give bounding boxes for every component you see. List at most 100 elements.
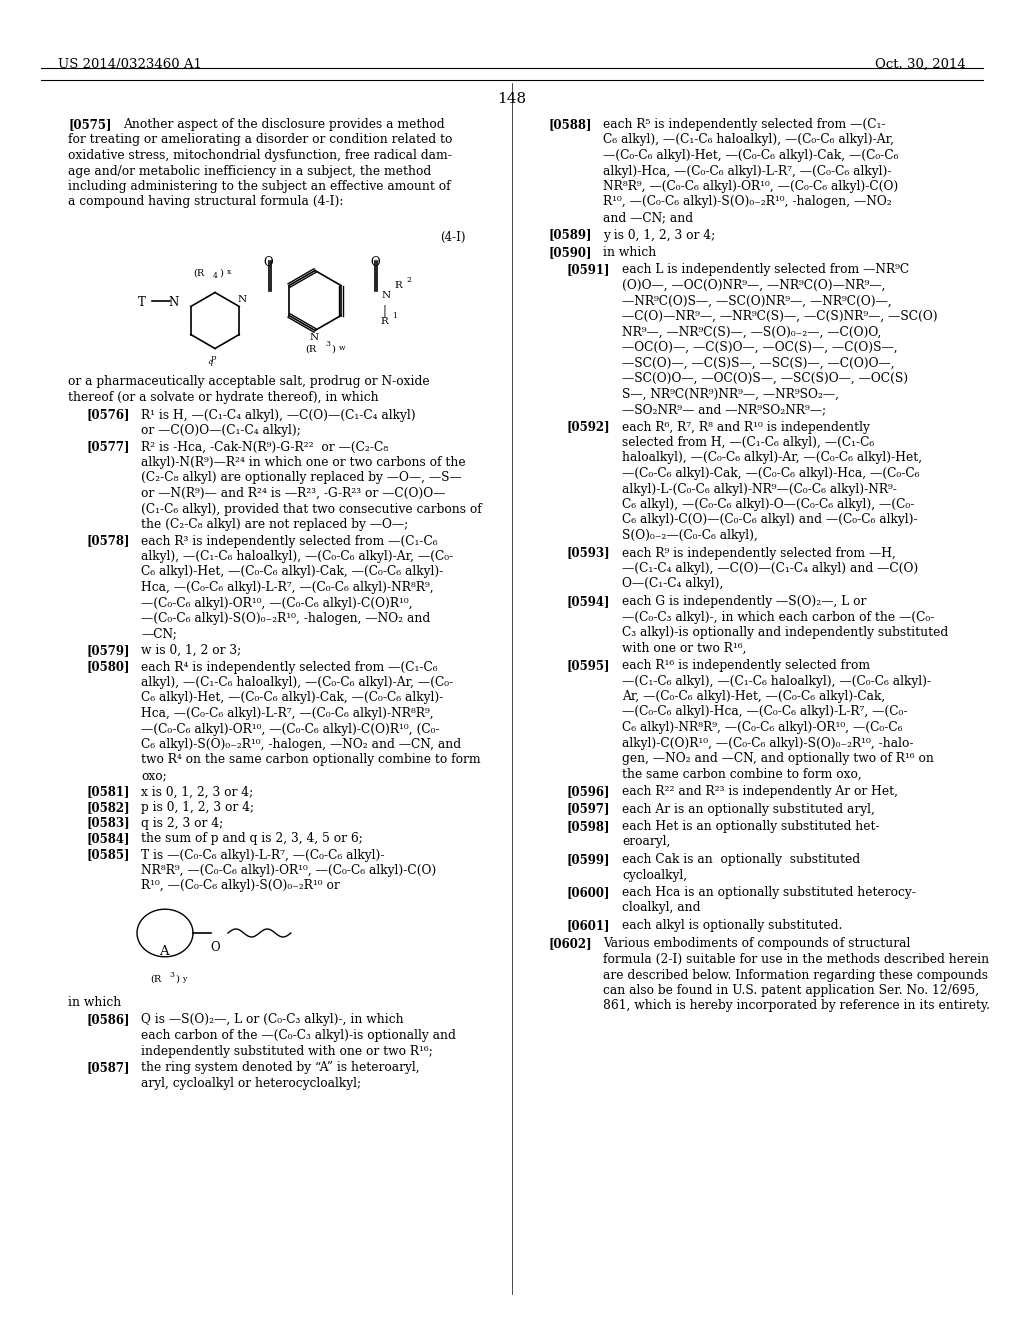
Text: —SC(O)—, —C(S)S—, —SC(S)—, —C(O)O—,: —SC(O)—, —C(S)S—, —SC(S)—, —C(O)O—, <box>622 356 895 370</box>
Text: each R³ is independently selected from —(C₁-C₆: each R³ is independently selected from —… <box>141 535 437 548</box>
Text: [0578]: [0578] <box>86 535 129 548</box>
Text: age and/or metabolic inefficiency in a subject, the method: age and/or metabolic inefficiency in a s… <box>68 165 431 177</box>
Text: R¹⁰, —(C₀-C₆ alkyl)-S(O)₀₋₂R¹⁰, -halogen, —NO₂: R¹⁰, —(C₀-C₆ alkyl)-S(O)₀₋₂R¹⁰, -halogen… <box>603 195 892 209</box>
Text: y is 0, 1, 2, 3 or 4;: y is 0, 1, 2, 3 or 4; <box>603 228 715 242</box>
Text: —(C₀-C₆ alkyl)-Het, —(C₀-C₆ alkyl)-Cak, —(C₀-C₆: —(C₀-C₆ alkyl)-Het, —(C₀-C₆ alkyl)-Cak, … <box>603 149 898 162</box>
Text: in which: in which <box>603 246 656 259</box>
Text: C₃ alkyl)-is optionally and independently substituted: C₃ alkyl)-is optionally and independentl… <box>622 626 948 639</box>
Text: —(C₁-C₆ alkyl), —(C₁-C₆ haloalkyl), —(C₀-C₆ alkyl)-: —(C₁-C₆ alkyl), —(C₁-C₆ haloalkyl), —(C₀… <box>622 675 931 688</box>
Text: the sum of p and q is 2, 3, 4, 5 or 6;: the sum of p and q is 2, 3, 4, 5 or 6; <box>141 832 362 845</box>
Text: gen, —NO₂ and —CN, and optionally two of R¹⁶ on: gen, —NO₂ and —CN, and optionally two of… <box>622 752 934 766</box>
Text: C₆ alkyl)-C(O)—(C₀-C₆ alkyl) and —(C₀-C₆ alkyl)-: C₆ alkyl)-C(O)—(C₀-C₆ alkyl) and —(C₀-C₆… <box>622 513 918 527</box>
Text: [0587]: [0587] <box>86 1061 129 1074</box>
Text: [0584]: [0584] <box>86 832 129 845</box>
Text: —(C₀-C₃ alkyl)-, in which each carbon of the —(C₀-: —(C₀-C₃ alkyl)-, in which each carbon of… <box>622 610 934 623</box>
Text: [0594]: [0594] <box>566 595 609 609</box>
Text: Hca, —(C₀-C₆ alkyl)-L-R⁷, —(C₀-C₆ alkyl)-NR⁸R⁹,: Hca, —(C₀-C₆ alkyl)-L-R⁷, —(C₀-C₆ alkyl)… <box>141 708 433 719</box>
Text: [0583]: [0583] <box>86 817 130 829</box>
Text: [0593]: [0593] <box>566 546 609 560</box>
Text: each R⁴ is independently selected from —(C₁-C₆: each R⁴ is independently selected from —… <box>141 660 437 673</box>
Text: ): ) <box>331 345 335 354</box>
Text: 861, which is hereby incorporated by reference in its entirety.: 861, which is hereby incorporated by ref… <box>603 999 990 1012</box>
Text: —SO₂NR⁹— and —NR⁹SO₂NR⁹—;: —SO₂NR⁹— and —NR⁹SO₂NR⁹—; <box>622 403 826 416</box>
Text: alkyl), —(C₁-C₆ haloalkyl), —(C₀-C₆ alkyl)-Ar, —(C₀-: alkyl), —(C₁-C₆ haloalkyl), —(C₀-C₆ alky… <box>141 550 454 564</box>
Text: S—, NR⁹C(NR⁹)NR⁹—, —NR⁹SO₂—,: S—, NR⁹C(NR⁹)NR⁹—, —NR⁹SO₂—, <box>622 388 839 400</box>
Text: S(O)₀₋₂—(C₀-C₆ alkyl),: S(O)₀₋₂—(C₀-C₆ alkyl), <box>622 529 758 543</box>
Text: x: x <box>227 268 231 276</box>
Text: each L is independently selected from —NR⁹C: each L is independently selected from —N… <box>622 264 909 276</box>
Text: —OC(O)—, —C(S)O—, —OC(S)—, —C(O)S—,: —OC(O)—, —C(S)O—, —OC(S)—, —C(O)S—, <box>622 341 898 354</box>
Text: for treating or ameliorating a disorder or condition related to: for treating or ameliorating a disorder … <box>68 133 453 147</box>
Text: [0602]: [0602] <box>548 937 592 950</box>
Text: or —C(O)O—(C₁-C₄ alkyl);: or —C(O)O—(C₁-C₄ alkyl); <box>141 424 301 437</box>
Text: —(C₀-C₆ alkyl)-OR¹⁰, —(C₀-C₆ alkyl)-C(O)R¹⁰,: —(C₀-C₆ alkyl)-OR¹⁰, —(C₀-C₆ alkyl)-C(O)… <box>141 597 413 610</box>
Text: —(C₁-C₄ alkyl), —C(O)—(C₁-C₄ alkyl) and —C(O): —(C₁-C₄ alkyl), —C(O)—(C₁-C₄ alkyl) and … <box>622 562 919 576</box>
Text: [0586]: [0586] <box>86 1014 129 1027</box>
Text: y: y <box>182 975 186 983</box>
Text: (4-I): (4-I) <box>440 231 466 243</box>
Text: [0599]: [0599] <box>566 853 609 866</box>
Text: (C₁-C₆ alkyl), provided that two consecutive carbons of: (C₁-C₆ alkyl), provided that two consecu… <box>141 503 481 516</box>
Text: [0600]: [0600] <box>566 886 609 899</box>
Text: [0598]: [0598] <box>566 820 609 833</box>
Text: are described below. Information regarding these compounds: are described below. Information regardi… <box>603 969 988 982</box>
Text: haloalkyl), —(C₀-C₆ alkyl)-Ar, —(C₀-C₆ alkyl)-Het,: haloalkyl), —(C₀-C₆ alkyl)-Ar, —(C₀-C₆ a… <box>622 451 923 465</box>
Text: C₆ alkyl), —(C₀-C₆ alkyl)-O—(C₀-C₆ alkyl), —(C₀-: C₆ alkyl), —(C₀-C₆ alkyl)-O—(C₀-C₆ alkyl… <box>622 498 914 511</box>
Text: [0596]: [0596] <box>566 785 609 799</box>
Text: [0595]: [0595] <box>566 659 609 672</box>
Text: N: N <box>238 294 247 304</box>
Text: R² is -Hca, -Cak-N(R⁹)-G-R²²  or —(C₂-C₈: R² is -Hca, -Cak-N(R⁹)-G-R²² or —(C₂-C₈ <box>141 441 388 454</box>
Text: C₆ alkyl)-Het, —(C₀-C₆ alkyl)-Cak, —(C₀-C₆ alkyl)-: C₆ alkyl)-Het, —(C₀-C₆ alkyl)-Cak, —(C₀-… <box>141 565 443 578</box>
Text: the same carbon combine to form oxo,: the same carbon combine to form oxo, <box>622 767 862 780</box>
Text: cycloalkyl,: cycloalkyl, <box>622 869 687 882</box>
Text: —NR⁹C(O)S—, —SC(O)NR⁹—, —NR⁹C(O)—,: —NR⁹C(O)S—, —SC(O)NR⁹—, —NR⁹C(O)—, <box>622 294 892 308</box>
Text: [0577]: [0577] <box>86 441 129 454</box>
Text: each Ar is an optionally substituted aryl,: each Ar is an optionally substituted ary… <box>622 803 874 816</box>
Text: N: N <box>168 296 178 309</box>
Text: C₆ alkyl)-Het, —(C₀-C₆ alkyl)-Cak, —(C₀-C₆ alkyl)-: C₆ alkyl)-Het, —(C₀-C₆ alkyl)-Cak, —(C₀-… <box>141 692 443 705</box>
Text: each R⁶, R⁷, R⁸ and R¹⁰ is independently: each R⁶, R⁷, R⁸ and R¹⁰ is independently <box>622 421 869 433</box>
Text: Hca, —(C₀-C₆ alkyl)-L-R⁷, —(C₀-C₆ alkyl)-NR⁸R⁹,: Hca, —(C₀-C₆ alkyl)-L-R⁷, —(C₀-C₆ alkyl)… <box>141 581 433 594</box>
Text: —C(O)—NR⁹—, —NR⁹C(S)—, —C(S)NR⁹—, —SC(O): —C(O)—NR⁹—, —NR⁹C(S)—, —C(S)NR⁹—, —SC(O) <box>622 310 938 323</box>
Text: a compound having structural formula (4-I):: a compound having structural formula (4-… <box>68 195 343 209</box>
Text: [0581]: [0581] <box>86 785 129 799</box>
Text: US 2014/0323460 A1: US 2014/0323460 A1 <box>58 58 202 71</box>
Text: —(C₀-C₆ alkyl)-Cak, —(C₀-C₆ alkyl)-Hca, —(C₀-C₆: —(C₀-C₆ alkyl)-Cak, —(C₀-C₆ alkyl)-Hca, … <box>622 467 920 480</box>
Text: eroaryl,: eroaryl, <box>622 836 671 849</box>
Text: Various embodiments of compounds of structural: Various embodiments of compounds of stru… <box>603 937 910 950</box>
Text: —(C₀-C₆ alkyl)-OR¹⁰, —(C₀-C₆ alkyl)-C(O)R¹⁰, (C₀-: —(C₀-C₆ alkyl)-OR¹⁰, —(C₀-C₆ alkyl)-C(O)… <box>141 722 439 735</box>
Text: and —CN; and: and —CN; and <box>603 211 693 224</box>
Text: O: O <box>263 256 272 268</box>
Text: each alkyl is optionally substituted.: each alkyl is optionally substituted. <box>622 919 843 932</box>
Text: thereof (or a solvate or hydrate thereof), in which: thereof (or a solvate or hydrate thereof… <box>68 391 379 404</box>
Text: —CN;: —CN; <box>141 627 177 640</box>
Text: each Cak is an  optionally  substituted: each Cak is an optionally substituted <box>622 853 860 866</box>
Text: aryl, cycloalkyl or heterocycloalkyl;: aryl, cycloalkyl or heterocycloalkyl; <box>141 1077 361 1089</box>
Text: O: O <box>210 941 219 954</box>
Text: each R²² and R²³ is independently Ar or Het,: each R²² and R²³ is independently Ar or … <box>622 785 898 799</box>
Text: |: | <box>383 305 387 318</box>
Text: [0585]: [0585] <box>86 849 129 862</box>
Text: with one or two R¹⁶,: with one or two R¹⁶, <box>622 642 746 655</box>
Text: R¹ is H, —(C₁-C₄ alkyl), —C(O)—(C₁-C₄ alkyl): R¹ is H, —(C₁-C₄ alkyl), —C(O)—(C₁-C₄ al… <box>141 408 416 421</box>
Text: 2: 2 <box>406 276 411 285</box>
Text: O—(C₁-C₄ alkyl),: O—(C₁-C₄ alkyl), <box>622 578 723 590</box>
Text: —(C₀-C₆ alkyl)-S(O)₀₋₂R¹⁰, -halogen, —NO₂ and: —(C₀-C₆ alkyl)-S(O)₀₋₂R¹⁰, -halogen, —NO… <box>141 612 430 624</box>
Text: alkyl)-C(O)R¹⁰, —(C₀-C₆ alkyl)-S(O)₀₋₂R¹⁰, -halo-: alkyl)-C(O)R¹⁰, —(C₀-C₆ alkyl)-S(O)₀₋₂R¹… <box>622 737 913 750</box>
Text: N: N <box>382 290 391 300</box>
Text: x is 0, 1, 2, 3 or 4;: x is 0, 1, 2, 3 or 4; <box>141 785 253 799</box>
Text: cloalkyl, and: cloalkyl, and <box>622 902 700 915</box>
Text: independently substituted with one or two R¹⁶;: independently substituted with one or tw… <box>141 1044 433 1057</box>
Text: NR⁸R⁹, —(C₀-C₆ alkyl)-OR¹⁰, —(C₀-C₆ alkyl)-C(O): NR⁸R⁹, —(C₀-C₆ alkyl)-OR¹⁰, —(C₀-C₆ alky… <box>141 865 436 876</box>
Text: T is —(C₀-C₆ alkyl)-L-R⁷, —(C₀-C₆ alkyl)-: T is —(C₀-C₆ alkyl)-L-R⁷, —(C₀-C₆ alkyl)… <box>141 849 384 862</box>
Text: alkyl)-N(R⁹)—R²⁴ in which one or two carbons of the: alkyl)-N(R⁹)—R²⁴ in which one or two car… <box>141 455 466 469</box>
Text: p is 0, 1, 2, 3 or 4;: p is 0, 1, 2, 3 or 4; <box>141 801 254 814</box>
Text: (C₂-C₈ alkyl) are optionally replaced by —O—, —S—: (C₂-C₈ alkyl) are optionally replaced by… <box>141 471 462 484</box>
Text: Q is —S(O)₂—, L or (C₀-C₃ alkyl)-, in which: Q is —S(O)₂—, L or (C₀-C₃ alkyl)-, in wh… <box>141 1014 403 1027</box>
Text: oxidative stress, mitochondrial dysfunction, free radical dam-: oxidative stress, mitochondrial dysfunct… <box>68 149 452 162</box>
Text: (R: (R <box>305 345 316 354</box>
Text: alkyl)-L-(C₀-C₆ alkyl)-NR⁹—(C₀-C₆ alkyl)-NR⁹-: alkyl)-L-(C₀-C₆ alkyl)-NR⁹—(C₀-C₆ alkyl)… <box>622 483 897 495</box>
Text: two R⁴ on the same carbon optionally combine to form: two R⁴ on the same carbon optionally com… <box>141 754 480 767</box>
Text: ): ) <box>175 975 179 983</box>
Text: O: O <box>370 256 380 268</box>
